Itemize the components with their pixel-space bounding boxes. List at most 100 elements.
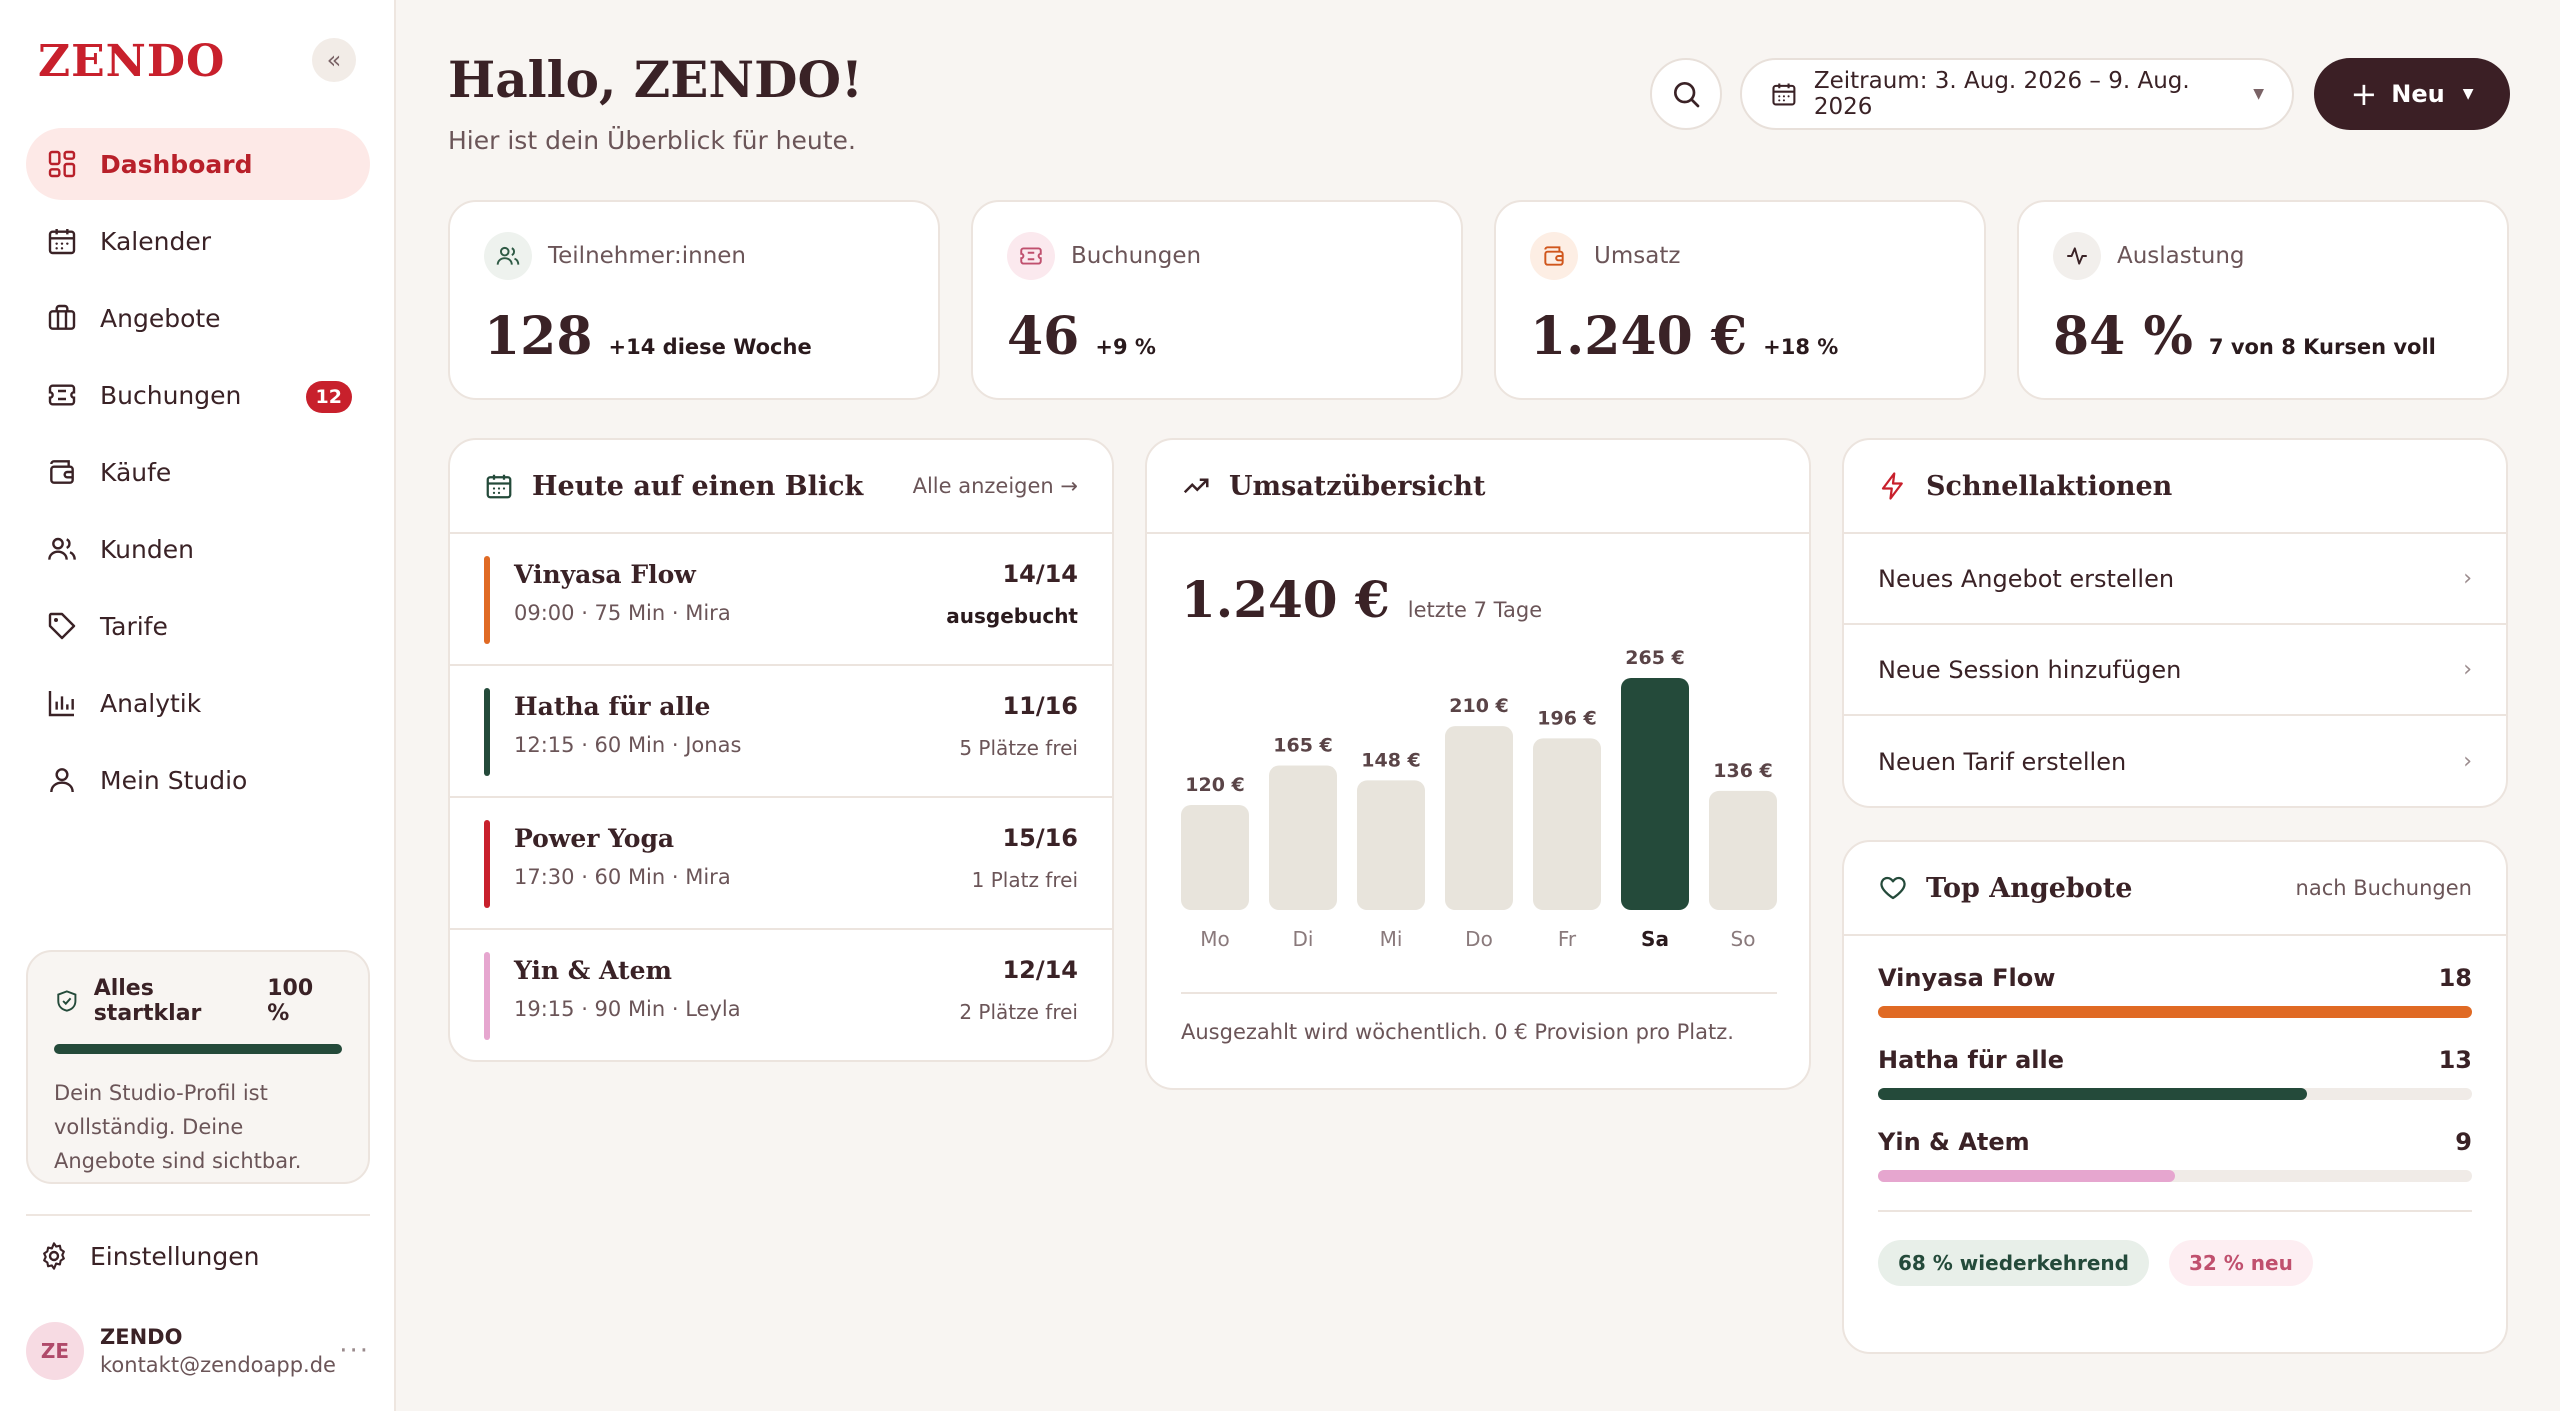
- stat-icon-badge: [1007, 232, 1055, 280]
- users-icon: [495, 243, 521, 269]
- top-offer-item[interactable]: Hatha für alle 13: [1844, 1046, 2506, 1100]
- session-row[interactable]: Vinyasa Flow 09:00 · 75 Min · Mira 14/14…: [450, 534, 1112, 666]
- session-color-bar: [484, 952, 490, 1040]
- lightning-icon: [1878, 471, 1908, 501]
- session-capacity: 12/14: [1002, 956, 1078, 984]
- revenue-bar-mi[interactable]: [1357, 780, 1425, 910]
- page-subtitle: Hier ist dein Überblick für heute.: [448, 126, 856, 155]
- session-row[interactable]: Hatha für alle 12:15 · 60 Min · Jonas 11…: [450, 666, 1112, 798]
- sidebar-nav: Dashboard Kalender Angebote Buchungen 12…: [26, 128, 370, 821]
- profile-progress-bar: [54, 1044, 342, 1054]
- revenue-total: 1.240 € letzte 7 Tage: [1181, 570, 1542, 629]
- stat-value: 1.240 €: [1530, 306, 1748, 367]
- quick-action-new-session[interactable]: Neue Session hinzufügen ›: [1844, 625, 2506, 716]
- show-all-link[interactable]: Alle anzeigen →: [912, 474, 1078, 498]
- sidebar-item-analytik[interactable]: Analytik: [26, 667, 370, 739]
- revenue-bar-so[interactable]: [1709, 790, 1777, 910]
- top-offer-item[interactable]: Vinyasa Flow 18: [1844, 964, 2506, 1018]
- sidebar-item-label: Kunden: [100, 534, 194, 564]
- quick-action-new-tariff[interactable]: Neuen Tarif erstellen ›: [1844, 716, 2506, 806]
- session-capacity: 11/16: [1002, 692, 1078, 720]
- stat-card-participants[interactable]: Teilnehmer:innen 128 +14 diese Woche: [448, 200, 940, 400]
- more-options-icon[interactable]: ···: [339, 1336, 370, 1366]
- ticket-icon: [1018, 243, 1044, 269]
- session-title: Yin & Atem: [514, 956, 672, 985]
- quick-actions-card: Schnellaktionen Neues Angebot erstellen …: [1842, 438, 2508, 808]
- revenue-bar-fr[interactable]: [1533, 738, 1601, 910]
- sidebar-item-label: Käufe: [100, 457, 172, 487]
- caret-down-icon: ▼: [2462, 86, 2474, 102]
- revenue-card-header: Umsatzübersicht: [1147, 440, 1809, 534]
- sidebar-item-label: Dashboard: [100, 149, 253, 179]
- session-capacity: 14/14: [1002, 560, 1078, 588]
- brand-logo[interactable]: ZENDO: [38, 36, 226, 87]
- new-button-label: Neu: [2391, 80, 2445, 108]
- sidebar-item-kaeufe[interactable]: Käufe: [26, 436, 370, 508]
- revenue-bar-value-label: 165 €: [1273, 735, 1333, 757]
- revenue-bar-sa[interactable]: [1621, 678, 1689, 910]
- revenue-bar-do[interactable]: [1445, 726, 1513, 910]
- revenue-bar-category-label: Di: [1293, 927, 1314, 951]
- gear-icon: [38, 1240, 70, 1272]
- sidebar-item-tarife[interactable]: Tarife: [26, 590, 370, 662]
- session-capacity: 15/16: [1002, 824, 1078, 852]
- revenue-bar-category-label: So: [1731, 927, 1756, 951]
- revenue-bar-category-label: Sa: [1641, 927, 1669, 951]
- session-row[interactable]: Yin & Atem 19:15 · 90 Min · Leyla 12/14 …: [450, 930, 1112, 1060]
- new-button[interactable]: + Neu ▼: [2314, 58, 2510, 130]
- today-card-title: Heute auf einen Blick: [532, 470, 864, 502]
- new-customers-pill: 32 % neu: [2169, 1240, 2313, 1286]
- session-row[interactable]: Power Yoga 17:30 · 60 Min · Mira 15/16 1…: [450, 798, 1112, 930]
- revenue-bar-category-label: Fr: [1558, 927, 1577, 951]
- session-meta: 12:15 · 60 Min · Jonas: [514, 733, 742, 757]
- collapse-sidebar-button[interactable]: «: [312, 38, 356, 82]
- user-email: kontakt@zendoapp.de: [100, 1353, 336, 1377]
- sidebar: ZENDO « Dashboard Kalender Angebote Buch…: [0, 0, 396, 1411]
- sidebar-item-kunden[interactable]: Kunden: [26, 513, 370, 585]
- chevron-right-icon: ›: [2463, 749, 2472, 774]
- page-title: Hallo, ZENDO!: [448, 50, 863, 109]
- sidebar-item-label: Angebote: [100, 303, 221, 333]
- date-range-picker[interactable]: Zeitraum: 3. Aug. 2026 – 9. Aug. 2026 ▼: [1740, 58, 2294, 130]
- sidebar-item-mein-studio[interactable]: Mein Studio: [26, 744, 370, 816]
- revenue-bar-di[interactable]: [1269, 765, 1337, 910]
- sidebar-item-kalender[interactable]: Kalender: [26, 205, 370, 277]
- top-offer-bar: [1878, 1006, 2472, 1018]
- caret-down-icon: ▼: [2253, 86, 2264, 102]
- revenue-bar-category-label: Mi: [1380, 927, 1403, 951]
- sidebar-item-label: Analytik: [100, 688, 202, 718]
- revenue-card-title: Umsatzübersicht: [1229, 470, 1486, 502]
- revenue-card: Umsatzübersicht 1.240 € letzte 7 Tage 12…: [1145, 438, 1811, 1090]
- top-offers-header: Top Angebote nach Buchungen: [1844, 842, 2506, 936]
- sidebar-item-angebote[interactable]: Angebote: [26, 282, 370, 354]
- stat-delta: +9 %: [1095, 335, 1156, 359]
- revenue-bar-mo[interactable]: [1181, 804, 1249, 910]
- stat-card-revenue[interactable]: Umsatz 1.240 € +18 %: [1494, 200, 1986, 400]
- customer-mix: 68 % wiederkehrend 32 % neu: [1844, 1240, 2506, 1286]
- quick-action-new-offer[interactable]: Neues Angebot erstellen ›: [1844, 534, 2506, 625]
- trending-up-icon: [1181, 471, 1211, 501]
- quick-actions-header: Schnellaktionen: [1844, 440, 2506, 534]
- quick-actions-title: Schnellaktionen: [1926, 470, 2173, 502]
- stat-delta: 7 von 8 Kursen voll: [2208, 335, 2436, 359]
- sidebar-item-dashboard[interactable]: Dashboard: [26, 128, 370, 200]
- revenue-chart-svg: 120 € Mo 165 € Di 148 € Mi 210 € Do 196 € Fr 265 €…: [1181, 647, 1777, 951]
- date-range-label: Zeitraum: 3. Aug. 2026 – 9. Aug. 2026: [1813, 68, 2190, 120]
- stat-delta: +18 %: [1763, 335, 1839, 359]
- top-offer-item[interactable]: Yin & Atem 9: [1844, 1128, 2506, 1182]
- profile-ready-header: Alles startklar 100 %: [54, 976, 342, 1026]
- top-offers-card: Top Angebote nach Buchungen Vinyasa Flow…: [1842, 840, 2508, 1354]
- settings-link[interactable]: Einstellungen: [38, 1240, 259, 1272]
- session-status: 1 Platz frei: [971, 868, 1078, 892]
- stat-icon-badge: [1530, 232, 1578, 280]
- sidebar-item-buchungen[interactable]: Buchungen 12: [26, 359, 370, 431]
- stat-card-utilization[interactable]: Auslastung 84 % 7 von 8 Kursen voll: [2017, 200, 2509, 400]
- stat-label: Teilnehmer:innen: [548, 243, 747, 269]
- revenue-bar-value-label: 196 €: [1537, 707, 1597, 729]
- revenue-bar-value-label: 148 €: [1361, 749, 1421, 771]
- user-profile[interactable]: ZE ZENDO kontakt@zendoapp.de ···: [26, 1316, 370, 1386]
- stat-card-bookings[interactable]: Buchungen 46 +9 %: [971, 200, 1463, 400]
- session-meta: 17:30 · 60 Min · Mira: [514, 865, 731, 889]
- stat-value: 84 %: [2053, 306, 2193, 367]
- search-button[interactable]: [1650, 58, 1722, 130]
